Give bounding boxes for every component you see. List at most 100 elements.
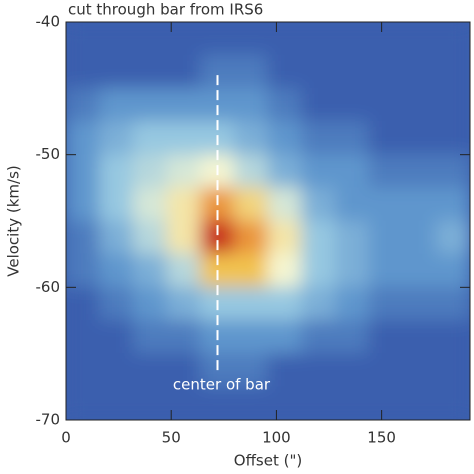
y-tick-label: -50 xyxy=(36,145,61,163)
heatmap-cell xyxy=(368,286,404,321)
chart-title: cut through bar from IRS6 xyxy=(68,1,263,19)
heatmap-cell xyxy=(267,353,303,388)
heatmap-cell xyxy=(99,386,134,420)
heatmap-cell xyxy=(99,87,134,122)
heatmap-cell xyxy=(301,253,336,288)
heatmap xyxy=(66,22,470,420)
y-axis-label: Velocity (km/s) xyxy=(5,165,23,276)
heatmap-cell xyxy=(402,154,437,189)
heatmap-cell xyxy=(435,154,470,189)
heatmap-cell xyxy=(334,187,370,222)
heatmap-cell xyxy=(66,220,101,255)
heatmap-cell xyxy=(402,121,437,156)
heatmap-cell xyxy=(166,22,202,56)
heatmap-cell xyxy=(435,386,470,420)
heatmap-cell xyxy=(200,22,235,56)
heatmap-cell xyxy=(402,353,437,388)
heatmap-cell xyxy=(301,154,336,189)
heatmap-cell xyxy=(435,121,470,156)
heatmap-cell xyxy=(132,22,168,56)
heatmap-cell xyxy=(334,87,370,122)
heatmap-cell xyxy=(435,22,470,56)
heatmap-cell xyxy=(166,121,202,156)
heatmap-cell xyxy=(301,320,336,355)
heatmap-cell xyxy=(301,54,336,89)
heatmap-cell xyxy=(166,87,202,122)
heatmap-cell xyxy=(233,187,269,222)
heatmap-cell xyxy=(334,253,370,288)
heatmap-cell xyxy=(166,54,202,89)
heatmap-cell xyxy=(301,220,336,255)
annotation: center of bar xyxy=(173,376,271,394)
heatmap-cell xyxy=(99,54,134,89)
heatmap-cell xyxy=(435,253,470,288)
y-tick-label: -70 xyxy=(36,411,61,429)
heatmap-cell xyxy=(368,187,404,222)
heatmap-cell xyxy=(166,187,202,222)
heatmap-cell xyxy=(267,320,303,355)
heatmap-cell xyxy=(402,22,437,56)
heatmap-cell xyxy=(132,286,168,321)
heatmap-cell xyxy=(435,54,470,89)
heatmap-cell xyxy=(99,320,134,355)
x-axis-label: Offset (") xyxy=(234,452,302,470)
heatmap-cell xyxy=(66,253,101,288)
heatmap-cell xyxy=(233,386,269,420)
heatmap-cell xyxy=(66,353,101,388)
heatmap-cell xyxy=(66,54,101,89)
heatmap-cell xyxy=(267,154,303,189)
heatmap-cell xyxy=(402,54,437,89)
heatmap-cell xyxy=(200,386,235,420)
heatmap-cell xyxy=(402,386,437,420)
heatmap-cell xyxy=(99,253,134,288)
heatmap-cell xyxy=(267,220,303,255)
heatmap-cell xyxy=(99,121,134,156)
heatmap-cell xyxy=(233,54,269,89)
heatmap-cell xyxy=(166,320,202,355)
heatmap-cell xyxy=(233,22,269,56)
heatmap-cell xyxy=(99,187,134,222)
heatmap-cell xyxy=(334,353,370,388)
y-tick-label: -60 xyxy=(36,278,61,296)
heatmap-cell xyxy=(200,353,235,388)
heatmap-cell xyxy=(402,253,437,288)
heatmap-cell xyxy=(368,121,404,156)
heatmap-cell xyxy=(66,187,101,222)
heatmap-cell xyxy=(99,220,134,255)
heatmap-cell xyxy=(99,154,134,189)
heatmap-cell xyxy=(435,220,470,255)
heatmap-cell xyxy=(267,253,303,288)
x-tick-label: 150 xyxy=(367,429,396,447)
heatmap-cell xyxy=(233,154,269,189)
heatmap-cell xyxy=(435,320,470,355)
heatmap-cell xyxy=(334,121,370,156)
overlay: center of bar 0 50 100 150 -70 -60 -50 -40 xyxy=(36,13,471,447)
heatmap-cell xyxy=(368,320,404,355)
heatmap-cell xyxy=(402,220,437,255)
heatmap-cell xyxy=(233,87,269,122)
heatmap-cell xyxy=(66,121,101,156)
heatmap-cell xyxy=(368,386,404,420)
heatmap-cell xyxy=(334,54,370,89)
heatmap-cell xyxy=(99,353,134,388)
heatmap-cell xyxy=(233,320,269,355)
heatmap-cell xyxy=(435,286,470,321)
heatmap-cell xyxy=(66,87,101,122)
heatmap-cell xyxy=(334,220,370,255)
heatmap-cell xyxy=(66,286,101,321)
heatmap-cell xyxy=(301,22,336,56)
heatmap-cell xyxy=(66,154,101,189)
heatmap-cell xyxy=(132,54,168,89)
x-tick-label: 100 xyxy=(262,429,291,447)
heatmap-cell xyxy=(132,154,168,189)
heatmap-cell xyxy=(368,253,404,288)
heatmap-cell xyxy=(132,320,168,355)
heatmap-cell xyxy=(267,87,303,122)
heatmap-cell xyxy=(66,22,101,56)
heatmap-cell xyxy=(233,253,269,288)
heatmap-cell xyxy=(166,353,202,388)
heatmap-cell xyxy=(301,187,336,222)
heatmap-cell xyxy=(233,121,269,156)
heatmap-cell xyxy=(368,353,404,388)
heatmap-cell xyxy=(301,121,336,156)
